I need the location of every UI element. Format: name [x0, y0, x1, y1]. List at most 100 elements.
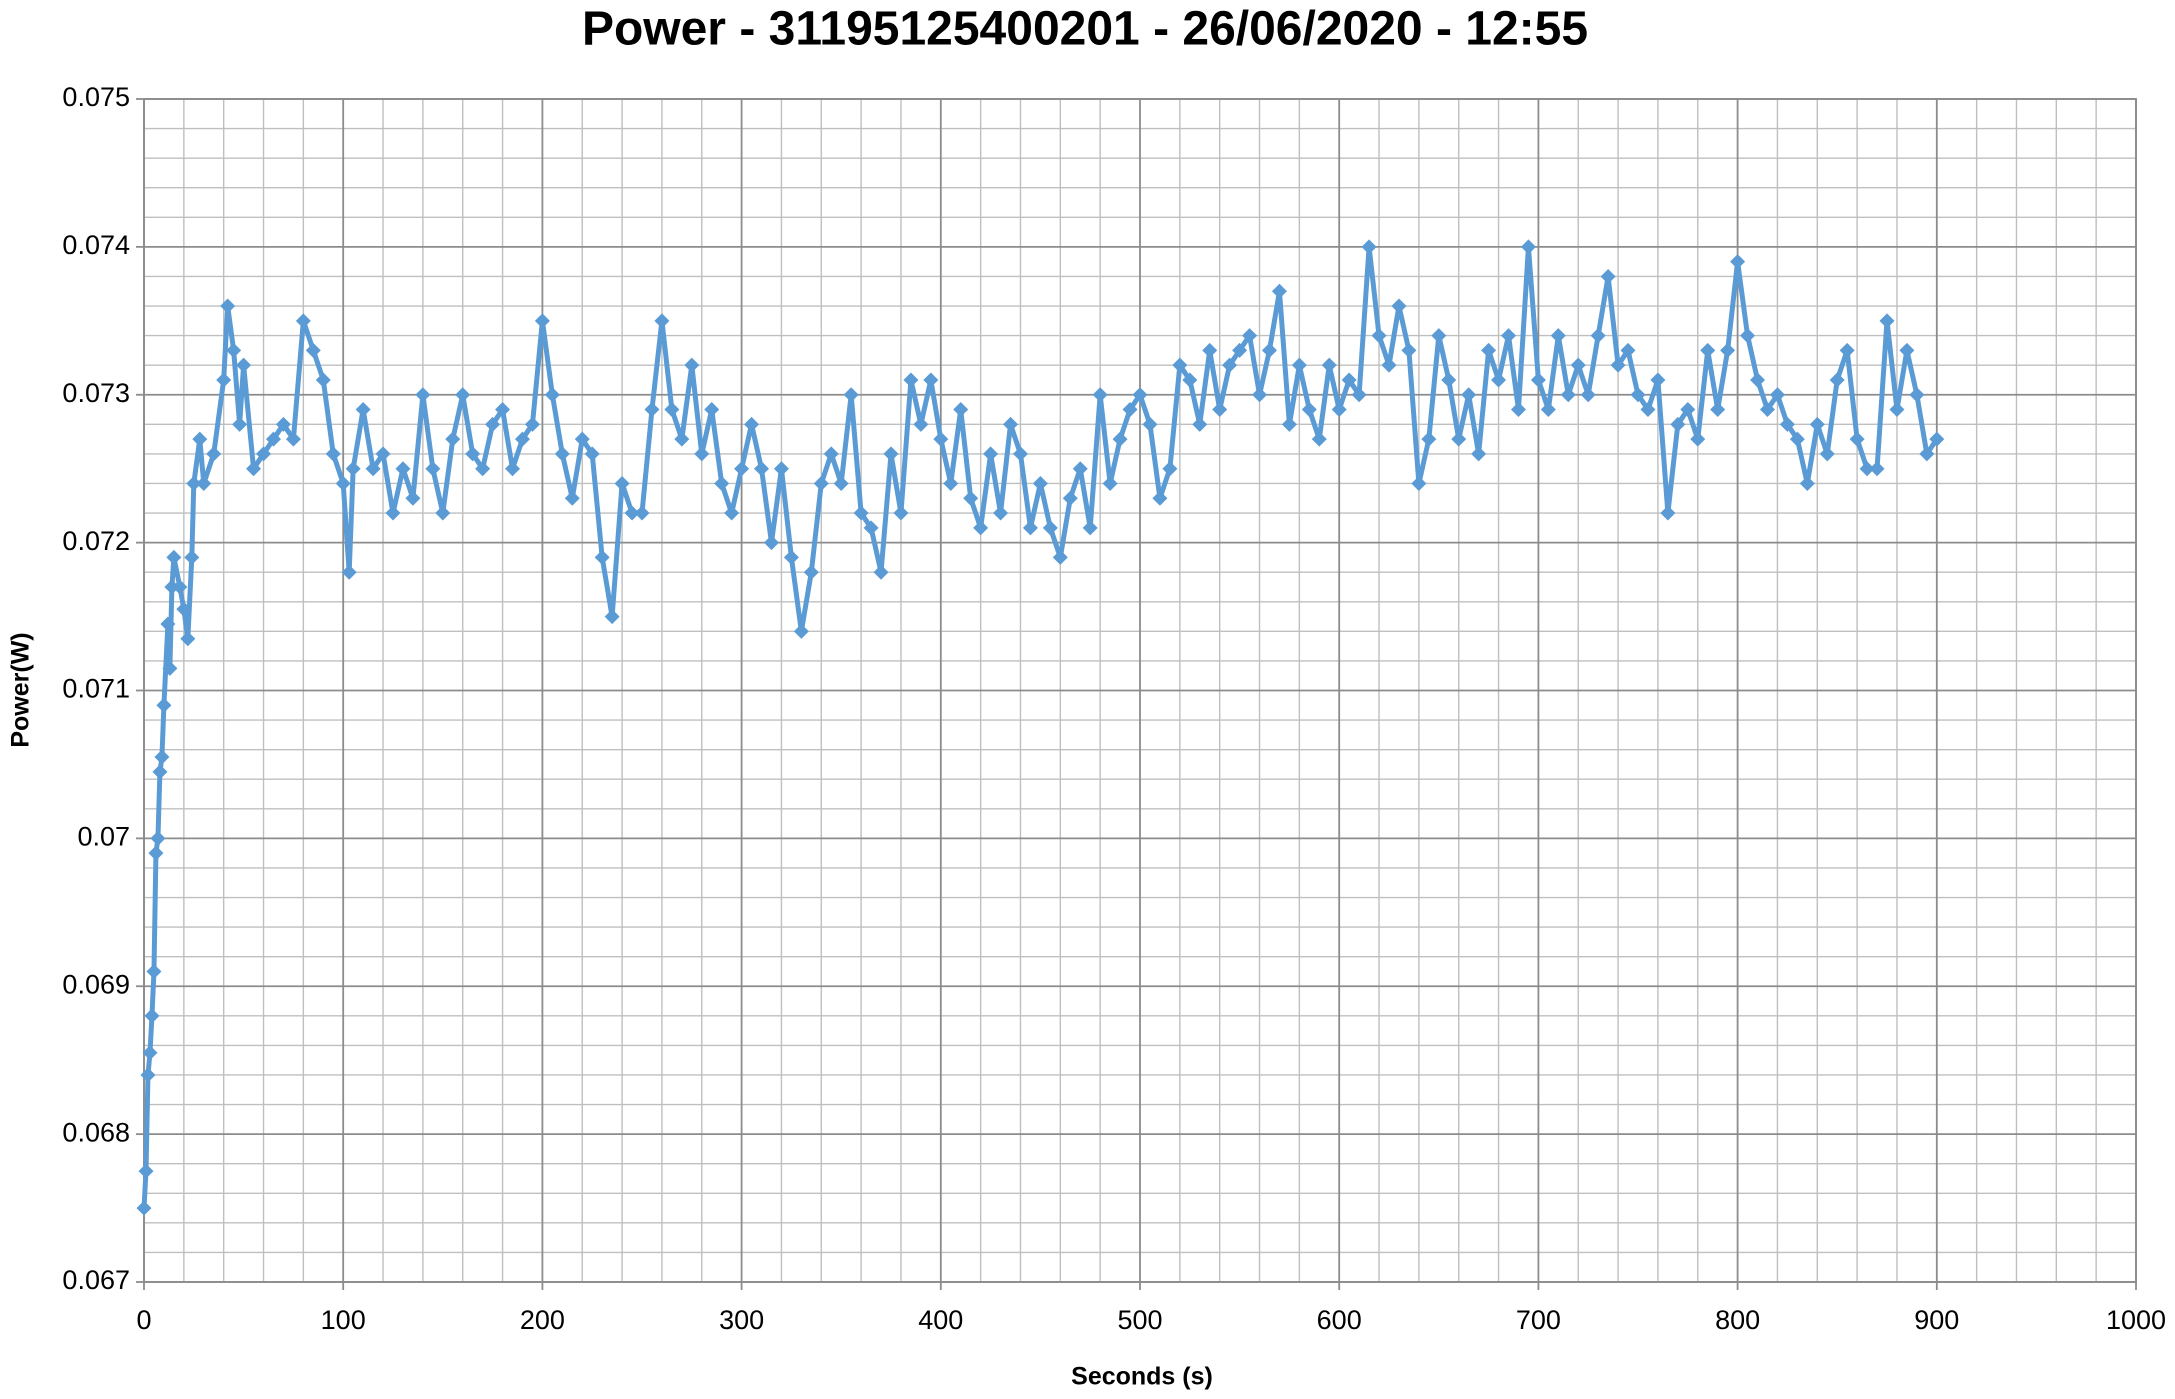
data-point — [1580, 387, 1596, 403]
data-point — [883, 446, 899, 462]
chart-title: Power - 31195125400201 - 26/06/2020 - 12… — [582, 3, 1588, 56]
data-point — [160, 616, 176, 632]
data-point — [803, 564, 819, 580]
data-point — [1640, 402, 1656, 418]
data-point — [1670, 416, 1686, 432]
data-point — [1361, 239, 1377, 255]
data-point — [823, 446, 839, 462]
data-point — [325, 446, 341, 462]
data-point — [1212, 402, 1228, 418]
data-point — [1630, 387, 1646, 403]
data-point — [1261, 342, 1277, 358]
data-point — [973, 520, 989, 536]
x-tick-label: 400 — [918, 1305, 963, 1335]
data-point — [1321, 357, 1337, 373]
data-point — [285, 431, 301, 447]
data-point — [140, 1067, 156, 1083]
data-point — [1610, 357, 1626, 373]
data-point — [594, 549, 610, 565]
data-point — [1082, 520, 1098, 536]
data-point — [216, 372, 232, 388]
data-point — [1839, 342, 1855, 358]
data-point — [1859, 461, 1875, 477]
data-point — [355, 402, 371, 418]
data-point — [1570, 357, 1586, 373]
data-point — [485, 416, 501, 432]
data-point — [1710, 402, 1726, 418]
data-point — [152, 764, 168, 780]
y-tick-label: 0.074 — [62, 230, 130, 260]
data-point — [1222, 357, 1238, 373]
x-tick-label: 200 — [520, 1305, 565, 1335]
data-point — [903, 372, 919, 388]
data-point — [1530, 372, 1546, 388]
data-point — [156, 697, 172, 713]
data-point — [1003, 416, 1019, 432]
data-point — [614, 475, 630, 491]
x-axis-label: Seconds (s) — [1071, 1363, 1213, 1391]
data-point — [315, 372, 331, 388]
data-point — [1132, 387, 1148, 403]
data-point — [206, 446, 222, 462]
data-point — [1730, 254, 1746, 270]
data-point — [654, 313, 670, 329]
data-point — [923, 372, 939, 388]
data-point — [445, 431, 461, 447]
data-point — [220, 298, 236, 314]
data-point — [1162, 461, 1178, 477]
y-tick-label: 0.075 — [62, 82, 130, 112]
data-point — [1182, 372, 1198, 388]
data-point — [1311, 431, 1327, 447]
data-point — [148, 845, 164, 861]
data-point — [305, 342, 321, 358]
data-point — [146, 963, 162, 979]
data-point — [164, 579, 180, 595]
data-point — [1909, 387, 1925, 403]
data-point — [1720, 342, 1736, 358]
data-point — [1919, 446, 1935, 462]
data-point — [1471, 446, 1487, 462]
data-point — [674, 431, 690, 447]
data-point — [166, 549, 182, 565]
x-tick-label: 100 — [321, 1305, 366, 1335]
y-tick-label: 0.07 — [77, 822, 130, 852]
data-point — [192, 431, 208, 447]
data-point — [345, 461, 361, 477]
data-point — [172, 579, 188, 595]
data-point — [1032, 475, 1048, 491]
data-point — [1232, 342, 1248, 358]
data-point — [694, 446, 710, 462]
data-point — [773, 461, 789, 477]
data-point — [1142, 416, 1158, 432]
data-point — [232, 416, 248, 432]
data-point — [1172, 357, 1188, 373]
y-tick-label: 0.073 — [62, 378, 130, 408]
data-point — [1560, 387, 1576, 403]
data-point — [1371, 328, 1387, 344]
data-point — [1491, 372, 1507, 388]
data-point — [763, 535, 779, 551]
data-point — [863, 520, 879, 536]
data-point — [1301, 402, 1317, 418]
data-point — [1520, 239, 1536, 255]
data-point — [913, 416, 929, 432]
data-point — [475, 461, 491, 477]
data-point — [734, 461, 750, 477]
data-point — [943, 475, 959, 491]
data-point — [226, 342, 242, 358]
data-point — [1122, 402, 1138, 418]
data-point — [246, 461, 262, 477]
data-point — [138, 1163, 154, 1179]
data-point — [1022, 520, 1038, 536]
data-point — [1550, 328, 1566, 344]
data-point — [783, 549, 799, 565]
data-point — [1202, 342, 1218, 358]
data-point — [564, 490, 580, 506]
data-point — [524, 416, 540, 432]
data-point — [1042, 520, 1058, 536]
data-point — [365, 461, 381, 477]
data-point — [150, 830, 166, 846]
x-tick-label: 500 — [1117, 1305, 1162, 1335]
data-point — [843, 387, 859, 403]
